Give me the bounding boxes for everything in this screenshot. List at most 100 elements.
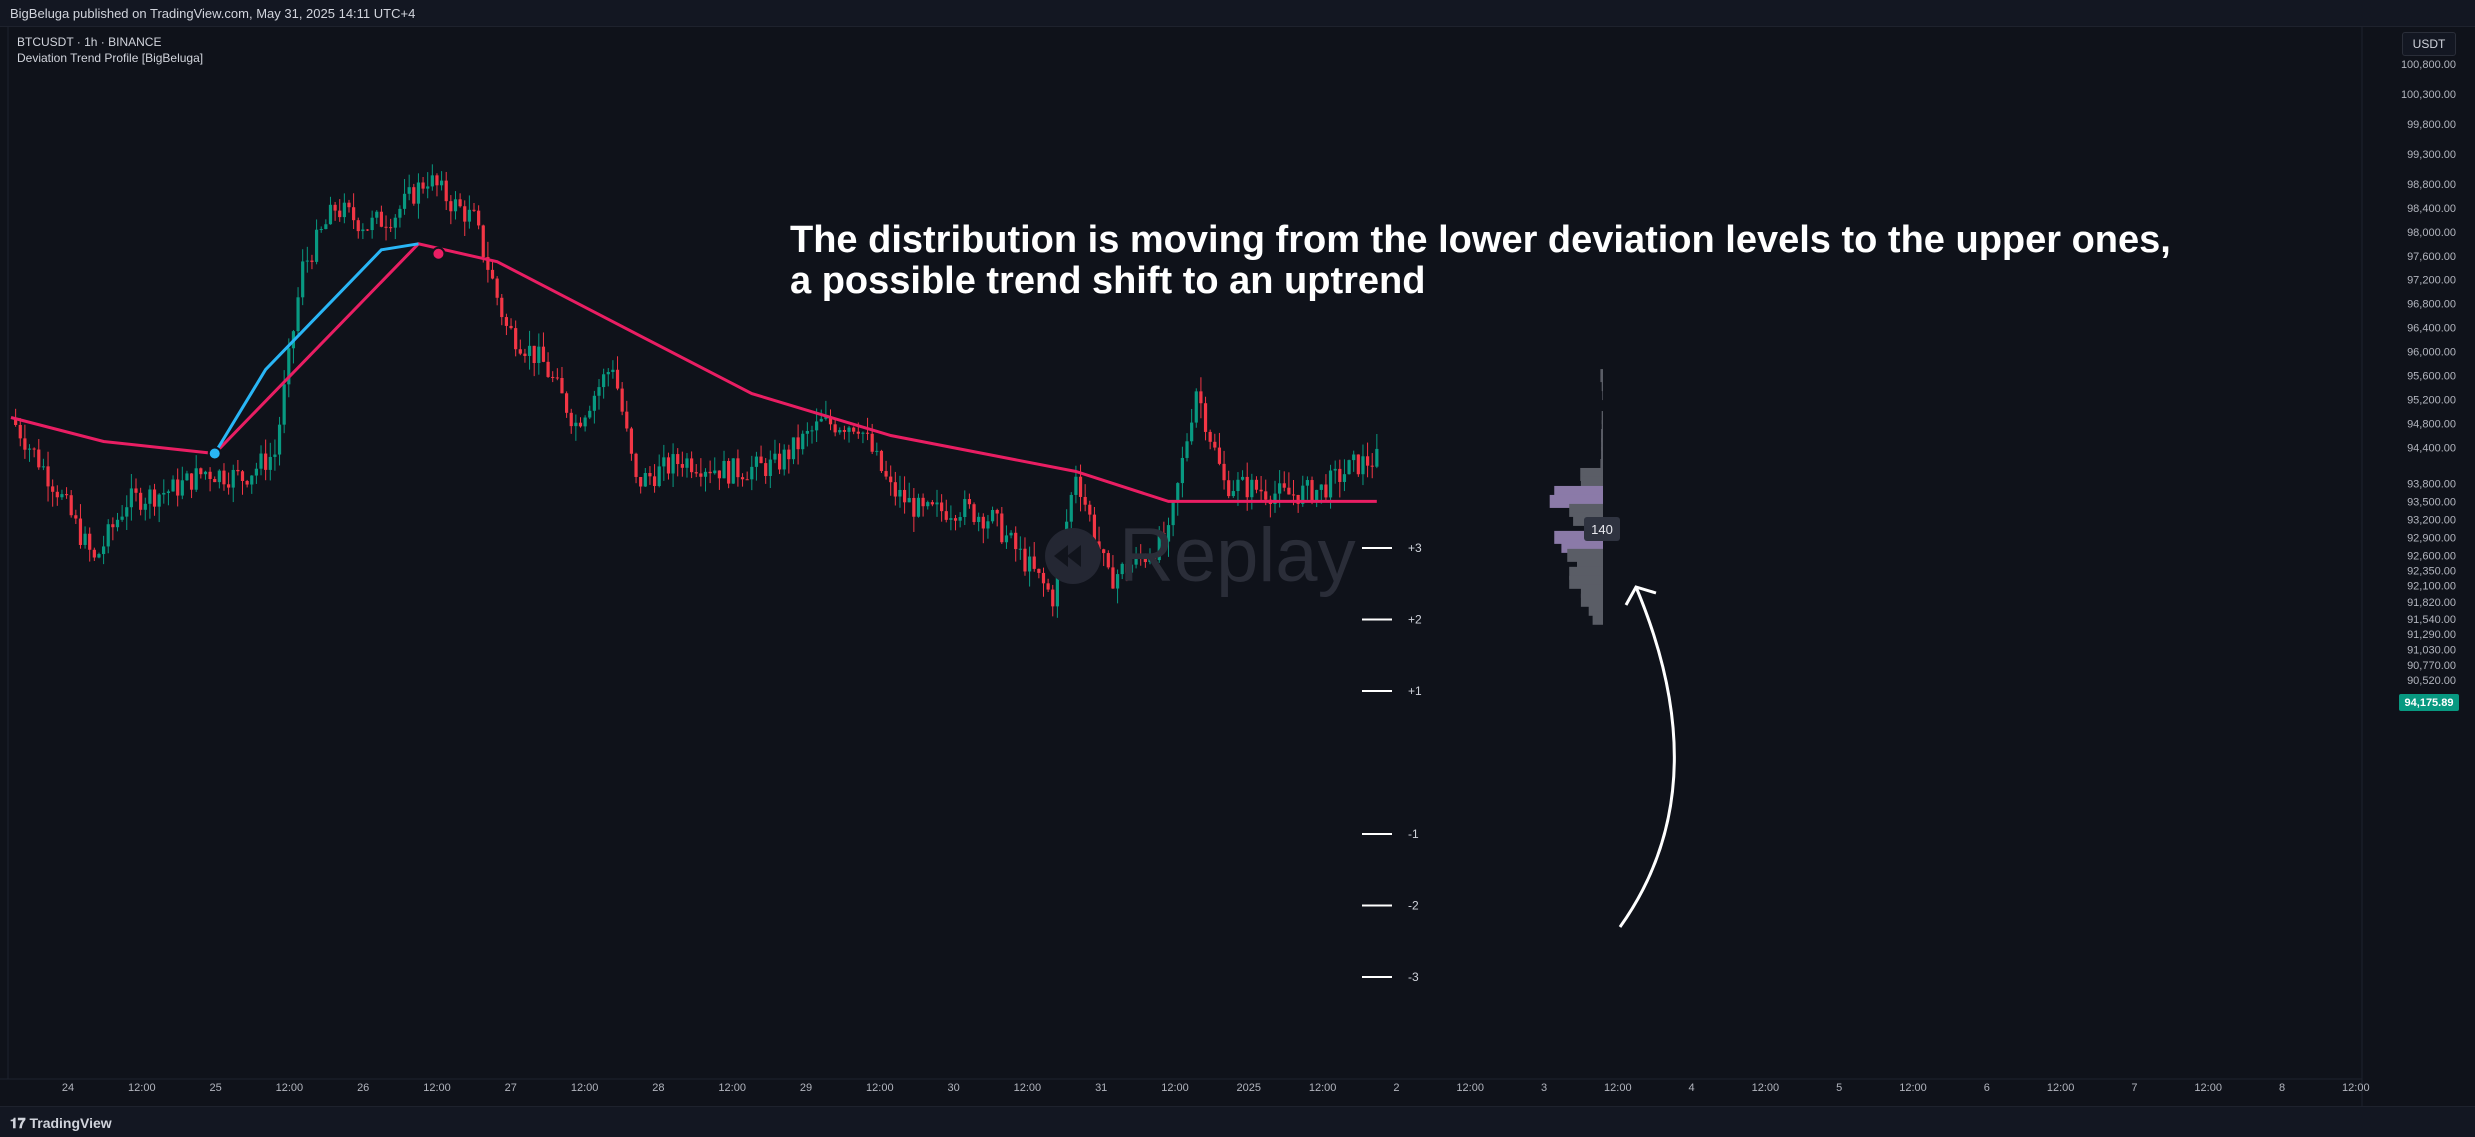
candle-body xyxy=(879,450,884,472)
tradingview-logo[interactable]: 𝟏𝟕 TradingView xyxy=(10,1115,112,1132)
candle-body xyxy=(722,460,726,479)
candle-body xyxy=(815,421,819,431)
y-axis-label: 91,820.00 xyxy=(2407,597,2456,609)
candle-body xyxy=(314,229,319,262)
candle-body xyxy=(1250,479,1254,498)
candle-body xyxy=(185,473,189,481)
indicator-legend[interactable]: Deviation Trend Profile [BigBeluga] xyxy=(17,51,204,65)
trend-change-marker-down xyxy=(431,246,446,261)
x-axis-label: 27 xyxy=(505,1082,517,1094)
candle-body xyxy=(1361,456,1365,475)
y-axis-label: 100,300.00 xyxy=(2401,89,2456,101)
x-axis-label: 6 xyxy=(1984,1082,1990,1094)
candle-body xyxy=(1125,563,1129,573)
candle-body xyxy=(481,225,485,258)
candle-body xyxy=(444,180,448,202)
candle-body xyxy=(634,453,638,477)
candle-body xyxy=(1315,489,1319,502)
candle-body xyxy=(838,430,842,433)
candle-body xyxy=(1273,493,1277,504)
candle-body xyxy=(319,229,323,231)
candle-body xyxy=(907,497,911,503)
trend-change-marker-up xyxy=(207,446,222,461)
candle-body xyxy=(926,502,930,507)
currency-button[interactable]: USDT xyxy=(2402,32,2456,56)
candle-body xyxy=(166,491,171,493)
deviation-levels-layer: +3 +2 +1 -1 -2 -3 xyxy=(1362,541,1422,984)
candle-body xyxy=(194,468,198,490)
x-axis-label: 30 xyxy=(947,1082,959,1094)
candle-body xyxy=(282,384,286,425)
candle-body xyxy=(458,199,462,207)
candle-body xyxy=(1129,564,1134,573)
candle-body xyxy=(916,497,921,517)
candle-body xyxy=(768,459,772,476)
candle-body xyxy=(115,519,120,528)
candle-body xyxy=(111,524,115,528)
candle-body xyxy=(555,377,559,379)
y-axis-label: 91,290.00 xyxy=(2407,629,2456,641)
chart-area[interactable]: +3 +2 +1 -1 -2 -3 100,800.00 100,300.00 99,800.… xyxy=(0,27,2475,1109)
symbol-legend[interactable]: BTCUSDT · 1h · BINANCE xyxy=(17,35,162,49)
candle-body xyxy=(643,473,647,487)
candle-body xyxy=(301,261,305,298)
candle-body xyxy=(1120,563,1124,575)
candle-body xyxy=(1301,485,1305,504)
candle-body xyxy=(477,210,481,226)
candle-body xyxy=(342,202,346,218)
candle-body xyxy=(1037,568,1041,573)
candle-body xyxy=(620,388,624,412)
candle-body xyxy=(152,489,157,507)
candle-body xyxy=(546,361,550,377)
candle-body xyxy=(602,374,606,388)
y-axis-label: 96,400.00 xyxy=(2407,323,2456,335)
candle-body xyxy=(1240,476,1245,480)
deviation-level-label: -3 xyxy=(1408,970,1419,984)
deviation-level-label: +3 xyxy=(1408,541,1422,555)
y-axis-label: 94,400.00 xyxy=(2407,443,2456,455)
candle-body xyxy=(273,454,277,457)
candle-body xyxy=(1203,403,1208,432)
y-axis-label: 95,200.00 xyxy=(2407,395,2456,407)
candle-body xyxy=(972,504,976,523)
candle-body xyxy=(1245,476,1249,498)
candle-body xyxy=(240,471,245,482)
candle-body xyxy=(1296,494,1300,504)
candle-body xyxy=(509,325,513,329)
candle-body xyxy=(1088,504,1092,515)
candle-body xyxy=(490,269,495,279)
candle-body xyxy=(1009,532,1013,536)
y-axis-label: 92,900.00 xyxy=(2407,532,2456,544)
x-axis-label: 12:00 xyxy=(1161,1082,1189,1094)
candle-body xyxy=(662,457,666,467)
candle-body xyxy=(1023,548,1027,572)
candle-body xyxy=(1310,480,1314,502)
x-axis-label: 12:00 xyxy=(2047,1082,2075,1094)
uptrend-arrowhead xyxy=(1624,585,1657,606)
annotation-line-1: The distribution is moving from the lowe… xyxy=(790,219,2171,261)
candle-body xyxy=(1291,494,1296,496)
candle-body xyxy=(171,479,175,492)
candle-body xyxy=(74,515,78,519)
candle-body xyxy=(1069,494,1073,522)
candle-body xyxy=(902,489,907,503)
candle-body xyxy=(1282,483,1286,488)
x-axis-label: 7 xyxy=(2131,1082,2137,1094)
candle-body xyxy=(842,430,846,432)
price-chart[interactable]: +3 +2 +1 -1 -2 -3 100,800.00 100,300.00 99,800.… xyxy=(0,27,2475,1109)
candle-body xyxy=(551,376,555,378)
candle-body xyxy=(1227,480,1231,497)
candle-body xyxy=(467,209,471,222)
candle-body xyxy=(1347,460,1351,475)
trend-line-layer xyxy=(10,242,1377,503)
candle-body xyxy=(1328,470,1333,498)
candle-body xyxy=(328,204,333,225)
candle-body xyxy=(361,229,365,232)
candle-body xyxy=(1014,532,1018,550)
candle-body xyxy=(565,393,569,413)
candle-body xyxy=(606,371,610,375)
x-axis-label: 3 xyxy=(1541,1082,1547,1094)
x-axis-label: 4 xyxy=(1689,1082,1695,1094)
candle-body xyxy=(180,480,184,496)
candle-body xyxy=(245,481,249,485)
